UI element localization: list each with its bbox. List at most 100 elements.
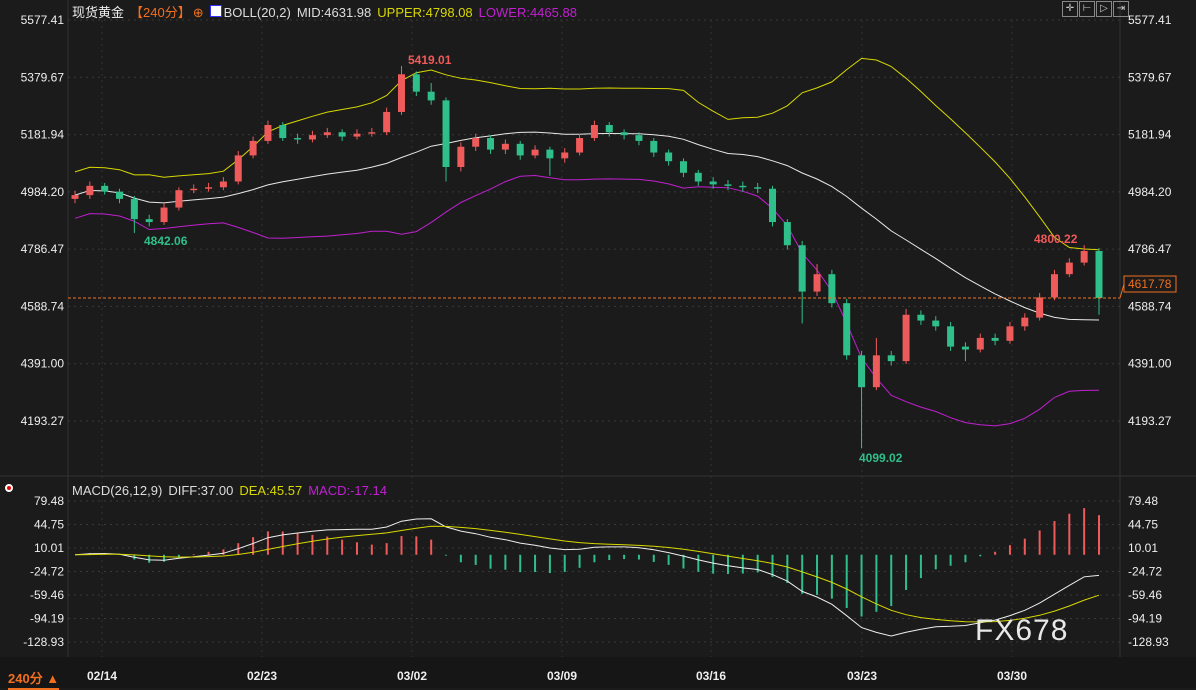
candle-body <box>1095 251 1103 299</box>
macd-dea: DEA:45.57 <box>239 483 303 498</box>
macd-tick-left: 44.75 <box>34 517 64 531</box>
x-axis-bar <box>0 657 1196 688</box>
candle-body <box>947 326 955 347</box>
candle-body <box>620 132 628 136</box>
macd-tick-right: -128.93 <box>1128 635 1169 649</box>
candle-body <box>457 146 465 168</box>
macd-tick-right: -59.46 <box>1128 588 1162 602</box>
candle-body <box>1050 274 1058 298</box>
macd-tick-right: 44.75 <box>1128 517 1158 531</box>
move-right-icon[interactable]: ⇥ <box>1113 1 1129 17</box>
candle-body <box>605 124 613 133</box>
zoom-in-icon[interactable]: ⊢ <box>1079 1 1095 17</box>
candle-body <box>101 185 109 192</box>
left-low-annotation: 4842.06 <box>144 234 188 248</box>
price-tick-right: 4786.47 <box>1128 242 1172 256</box>
candle-body <box>442 100 450 168</box>
candle-body <box>516 143 524 156</box>
candle-body <box>1021 317 1029 327</box>
settings-icon[interactable]: ⊕ <box>192 5 204 20</box>
date-tick: 03/30 <box>997 669 1027 683</box>
price-tick-left: 4193.27 <box>21 414 65 428</box>
price-tick-right: 5577.41 <box>1128 13 1172 27</box>
candle-body <box>769 188 777 223</box>
candle-body <box>294 138 302 140</box>
date-tick: 02/23 <box>247 669 277 683</box>
candle-body <box>501 143 509 150</box>
macd-tick-left: 79.48 <box>34 494 64 508</box>
candle-body <box>783 222 791 246</box>
high-annotation: 5419.01 <box>408 53 452 67</box>
candle-body <box>843 303 851 356</box>
candle-body <box>961 346 969 350</box>
candle-body <box>86 185 94 196</box>
candle-body <box>546 149 554 159</box>
date-tick: 02/14 <box>87 669 117 683</box>
price-tick-right: 5379.67 <box>1128 70 1172 84</box>
candle-body <box>694 172 702 182</box>
price-tick-left: 5181.94 <box>21 128 65 142</box>
candle-body <box>665 152 673 162</box>
candle-body <box>130 198 138 220</box>
boll-upper-line <box>74 57 1100 251</box>
play-icon[interactable]: ▷ <box>1096 1 1112 17</box>
price-tick-left: 5379.67 <box>21 70 65 84</box>
last-price-box <box>1123 275 1177 293</box>
candle-body <box>872 355 880 388</box>
candle-body <box>323 132 331 136</box>
period-selector[interactable]: 240分 ▲ <box>8 668 60 690</box>
period-label: 【240分】 <box>130 5 191 20</box>
candle-body <box>932 320 940 327</box>
boll-lower: LOWER:4465.88 <box>478 5 577 20</box>
price-tick-right: 5181.94 <box>1128 128 1172 142</box>
candle-body <box>145 219 153 223</box>
candle-body <box>531 149 539 156</box>
candle-body <box>279 124 287 139</box>
candle-body <box>1065 262 1073 275</box>
candle-body <box>353 133 361 137</box>
price-tick-left: 4391.00 <box>21 357 65 371</box>
candle-body <box>160 207 168 223</box>
boll-label: BOLL(20,2) <box>223 5 291 20</box>
macd-dea-line <box>74 525 1100 623</box>
last-price-connector <box>1119 283 1125 299</box>
candle-body <box>976 337 984 350</box>
crosshair-icon[interactable]: ✛ <box>1062 1 1078 17</box>
candle-body <box>590 124 598 139</box>
candle-body <box>412 74 420 92</box>
candle-body <box>472 138 480 147</box>
macd-diff: DIFF:37.00 <box>168 483 234 498</box>
candle-body <box>219 181 227 188</box>
candle-body <box>858 355 866 388</box>
candle-body <box>427 91 435 101</box>
price-tick-left: 4984.20 <box>21 185 65 199</box>
date-tick: 03/02 <box>397 669 427 683</box>
indicator-toggle-icon[interactable] <box>5 484 13 492</box>
macd-value: MACD:-17.14 <box>308 483 387 498</box>
macd-diff-line <box>74 518 1100 637</box>
macd-tick-right: 10.01 <box>1128 541 1158 555</box>
candle-body <box>1080 251 1088 263</box>
candle-body <box>338 132 346 137</box>
boll-mid: MID:4631.98 <box>296 5 372 20</box>
candle-body <box>679 161 687 173</box>
recent-high-annotation: 4800.22 <box>1034 232 1078 246</box>
date-tick: 03/09 <box>547 669 577 683</box>
macd-tick-left: -59.46 <box>30 588 64 602</box>
macd-tick-right: -94.19 <box>1128 611 1162 625</box>
candle-body <box>383 111 391 133</box>
date-tick: 03/23 <box>847 669 877 683</box>
low-annotation: 4099.02 <box>859 451 903 465</box>
candle-body <box>308 135 316 140</box>
macd-label: MACD(26,12,9) <box>72 483 163 498</box>
price-tick-left: 5577.41 <box>21 13 65 27</box>
candle-body <box>887 355 895 362</box>
main-legend: 现货黄金 【240分】 ⊕ BOLL(20,2) MID:4631.98 UPPER:47… <box>72 2 583 21</box>
boll-upper: UPPER:4798.08 <box>377 5 473 20</box>
candle-body <box>71 195 79 199</box>
price-tick-left: 4588.74 <box>21 299 65 313</box>
candle-body <box>264 124 272 141</box>
boll-lower-line <box>74 174 1100 427</box>
candle-body <box>205 187 213 189</box>
